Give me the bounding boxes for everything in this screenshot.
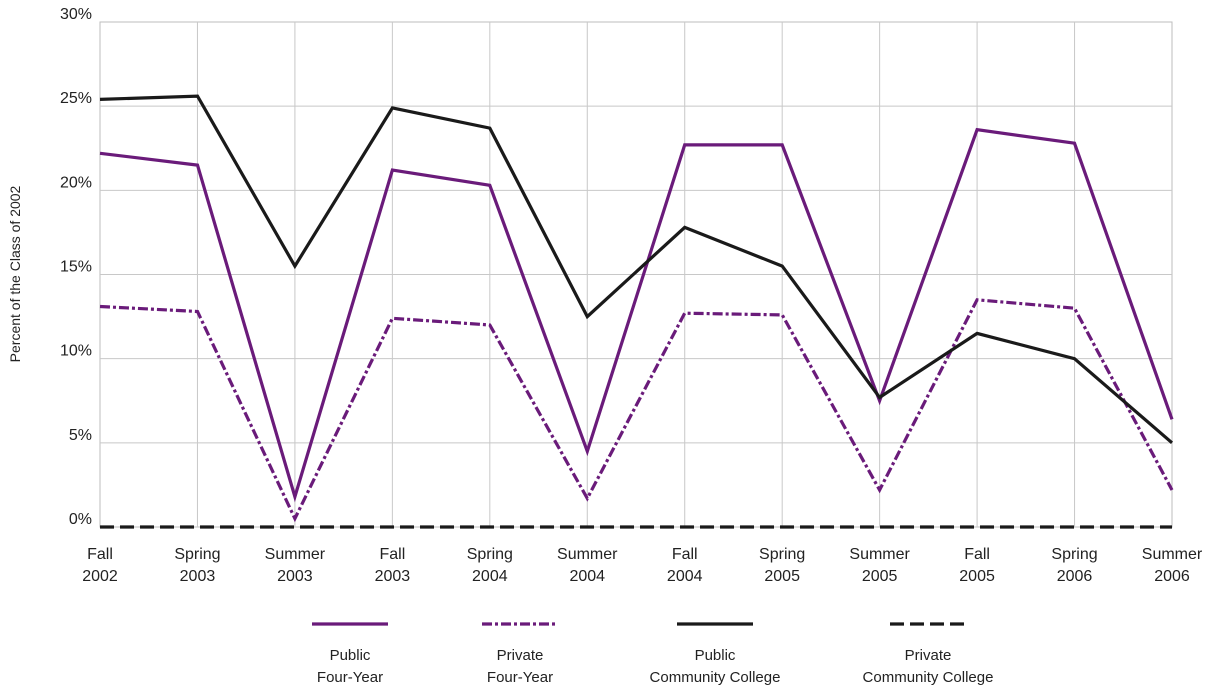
legend-label-line: Community College	[863, 669, 994, 686]
series-line	[99, 298, 1174, 523]
y-tick-label: 0%	[69, 511, 92, 528]
y-axis-ticks: 0% 5% 10% 15% 20% 25% 30%	[60, 6, 92, 528]
x-tick-label: Spring 2005	[759, 546, 805, 585]
legend-label: Private Four-Year	[487, 647, 553, 686]
y-tick-label: 15%	[60, 259, 92, 276]
x-tick-line: Spring	[174, 546, 220, 563]
x-tick-line: 2003	[375, 568, 411, 585]
x-tick-line: 2005	[764, 568, 800, 585]
series-lines	[99, 94, 1174, 529]
y-tick-label: 25%	[60, 90, 92, 107]
x-tick-label: Spring 2004	[467, 546, 513, 585]
x-tick-line: 2004	[569, 568, 605, 585]
legend-label-line: Public	[695, 647, 736, 664]
x-tick-label: Fall 2003	[375, 546, 411, 585]
x-tick-label: Fall 2005	[959, 546, 995, 585]
x-tick-line: Spring	[467, 546, 513, 563]
x-tick-label: Fall 2002	[82, 546, 118, 585]
x-tick-line: Fall	[964, 546, 990, 563]
x-tick-line: Spring	[759, 546, 805, 563]
x-tick-line: 2006	[1154, 568, 1190, 585]
x-tick-line: Summer	[265, 546, 326, 563]
legend-label: Public Four-Year	[317, 647, 383, 686]
x-tick-line: 2003	[180, 568, 216, 585]
y-tick-label: 30%	[60, 6, 92, 23]
x-tick-label: Summer 2004	[557, 546, 618, 585]
legend-label-line: Four-Year	[317, 669, 383, 686]
x-tick-line: Spring	[1051, 546, 1097, 563]
x-tick-line: 2003	[277, 568, 313, 585]
x-tick-line: 2006	[1057, 568, 1093, 585]
y-tick-label: 20%	[60, 174, 92, 191]
x-tick-label: Fall 2004	[667, 546, 703, 585]
x-tick-line: Fall	[379, 546, 405, 563]
x-tick-line: Summer	[849, 546, 910, 563]
x-tick-line: 2004	[472, 568, 508, 585]
series-line	[99, 127, 1174, 503]
legend-label-line: Community College	[650, 669, 781, 686]
x-tick-label: Spring 2003	[174, 546, 220, 585]
x-tick-line: 2004	[667, 568, 703, 585]
x-tick-line: Summer	[557, 546, 618, 563]
x-tick-line: 2005	[862, 568, 898, 585]
legend-label-line: Private	[905, 647, 952, 664]
y-axis-label: Percent of the Class of 2002	[7, 185, 23, 362]
x-tick-line: Fall	[87, 546, 113, 563]
legend-label: Public Community College	[650, 647, 781, 686]
x-tick-label: Summer 2006	[1142, 546, 1203, 585]
legend: Public Four-Year Private Four-Year Public Com…	[312, 622, 994, 686]
y-tick-label: 5%	[69, 427, 92, 444]
x-tick-label: Summer 2003	[265, 546, 326, 585]
y-tick-label: 10%	[60, 343, 92, 360]
legend-label-line: Private	[497, 647, 544, 664]
series-line	[99, 94, 1174, 445]
x-tick-line: Fall	[672, 546, 698, 563]
x-tick-line: Summer	[1142, 546, 1203, 563]
legend-label-line: Four-Year	[487, 669, 553, 686]
x-tick-label: Spring 2006	[1051, 546, 1097, 585]
legend-label: Private Community College	[863, 647, 994, 686]
legend-label-line: Public	[330, 647, 371, 664]
x-tick-line: 2002	[82, 568, 118, 585]
x-tick-label: Summer 2005	[849, 546, 910, 585]
x-tick-line: 2005	[959, 568, 995, 585]
